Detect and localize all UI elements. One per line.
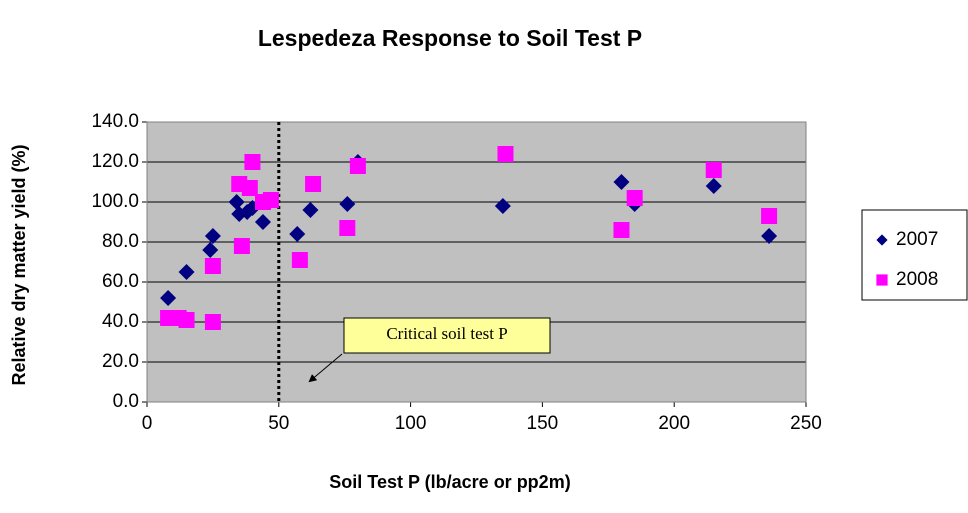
x-tick-label: 150 [527,413,559,434]
point [254,214,271,230]
point [204,258,221,274]
y-tick-label: 0.0 [113,391,139,412]
point [761,208,778,224]
point [244,154,261,170]
point [160,290,177,306]
legend-label: 2007 [896,229,938,250]
x-tick-label: 100 [395,413,427,434]
point [705,162,722,178]
x-tick-label: 50 [268,413,289,434]
point [178,312,195,328]
point [228,194,245,210]
y-tick-label: 60.0 [102,271,139,292]
y-axis-title: Relative dry matter yield (%) [9,144,29,385]
point [204,314,221,330]
point [204,228,221,244]
point [626,190,643,206]
point [497,146,514,162]
legend-label: 2008 [896,269,938,290]
y-tick-label: 20.0 [102,351,139,372]
y-tick-label: 40.0 [102,311,139,332]
annotation: Critical soil test P [386,324,507,343]
point [241,180,258,196]
point [202,242,219,258]
y-tick-label: 100.0 [91,191,139,212]
plot-border [146,121,807,403]
point [339,220,356,236]
y-tick-label: 120.0 [91,151,139,172]
point [305,176,322,192]
point [262,192,279,208]
point [613,222,630,238]
y-tick-label: 140.0 [91,111,139,132]
point [705,178,722,194]
point [178,264,195,280]
point [349,158,366,174]
x-tick-label: 250 [790,413,822,434]
legend-marker [876,274,888,286]
x-tick-label: 200 [658,413,690,434]
point [761,228,778,244]
point [233,238,250,254]
point [289,226,306,242]
chart-title: Lespedeza Response to Soil Test P [258,25,642,51]
point [302,202,319,218]
point [494,198,511,214]
point [291,252,308,268]
annotation-box [343,317,551,354]
x-axis-title: Soil Test P (lb/acre or pp2m) [329,472,570,492]
annotation-arrow [308,353,343,383]
point [613,174,630,190]
point [339,196,356,212]
x-tick-label: 0 [142,413,153,434]
y-tick-label: 80.0 [102,231,139,252]
